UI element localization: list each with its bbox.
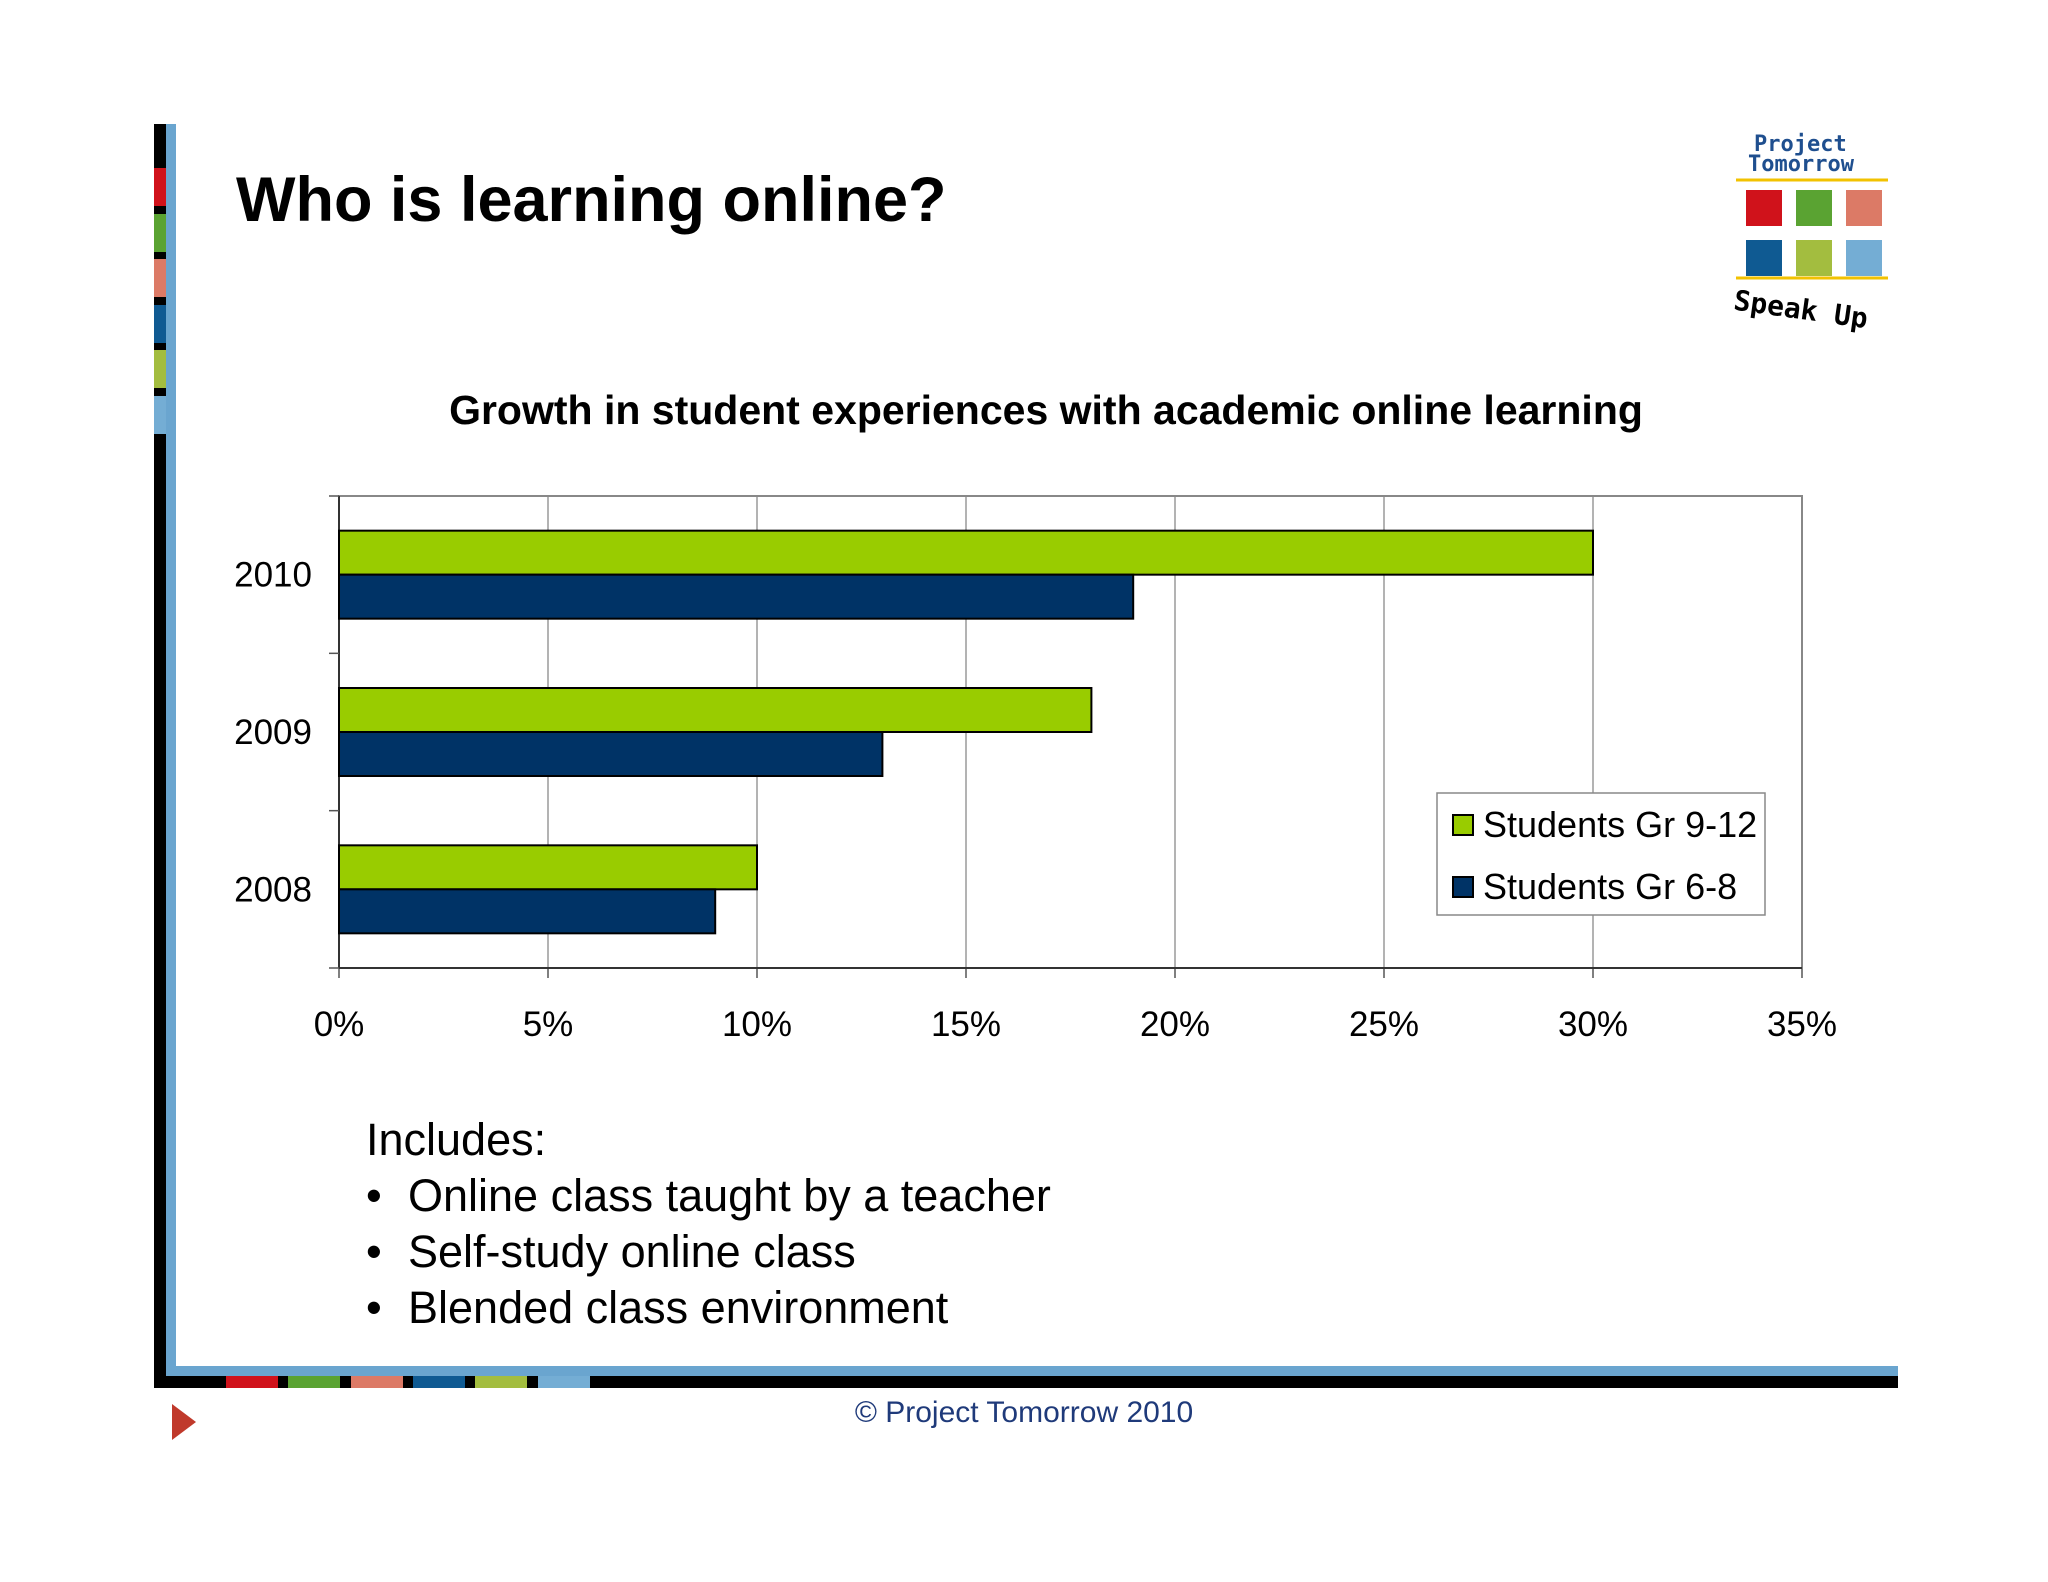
list-item: • Blended class environment (366, 1280, 1051, 1336)
logo-swatch (1746, 190, 1782, 226)
y-tick-label: 2010 (234, 556, 312, 595)
bars (338, 529, 1594, 935)
x-tick-label: 5% (523, 1005, 574, 1044)
bar (338, 529, 1594, 576)
list-item-text: Self-study online class (408, 1226, 856, 1277)
x-tick-label: 20% (1140, 1005, 1210, 1044)
y-tick-label: 2009 (234, 713, 312, 752)
logo-tagline: Speak Up (1732, 290, 1870, 335)
logo-swatch (1846, 240, 1882, 276)
copyright-footer: © Project Tomorrow 2010 (854, 1396, 1194, 1429)
chart-title: Growth in student experiences with acade… (449, 387, 1643, 433)
includes-list: • Online class taught by a teacher • Self-… (366, 1168, 1051, 1336)
legend-label: Students Gr 9-12 (1483, 804, 1757, 845)
list-item: • Self-study online class (366, 1224, 1051, 1280)
logo-swatches (1736, 178, 1888, 280)
x-tick-label: 30% (1558, 1005, 1628, 1044)
logo-swatch (1796, 240, 1832, 276)
bullet-icon: • (366, 1226, 382, 1277)
list-item-text: Blended class environment (408, 1282, 949, 1333)
bar (338, 687, 1093, 733)
slide-title: Who is learning online? (236, 165, 947, 235)
includes-heading: Includes: (366, 1114, 547, 1165)
logo-line2: Tomorrow (1748, 152, 1854, 177)
legend-box (1436, 792, 1766, 916)
bar (338, 844, 758, 891)
project-tomorrow-logo: Project Tomorrow Speak Up (1728, 130, 1894, 350)
includes-section: Includes: • Online class taught by a teac… (366, 1112, 1051, 1336)
y-axis-labels: 2010 2009 2008 (234, 556, 312, 910)
bar (338, 888, 717, 935)
logo-swatch (1796, 190, 1832, 226)
logo-swatch (1746, 240, 1782, 276)
list-item: • Online class taught by a teacher (366, 1168, 1051, 1224)
legend-label: Students Gr 6-8 (1483, 866, 1737, 907)
x-tick-label: 35% (1767, 1005, 1837, 1044)
bar (338, 573, 1135, 620)
play-triangle-icon (172, 1404, 196, 1440)
legend-swatch (1452, 876, 1474, 898)
bullet-icon: • (366, 1282, 382, 1333)
x-tick-label: 25% (1349, 1005, 1419, 1044)
legend-swatch (1452, 814, 1474, 836)
logo-line1: Project (1754, 132, 1847, 157)
logo-swatch (1846, 190, 1882, 226)
bullet-icon: • (366, 1170, 382, 1221)
bar (338, 731, 884, 777)
x-tick-label: 0% (314, 1005, 365, 1044)
x-axis-labels: 0% 5% 10% 15% 20% 25% 30% 35% (314, 1005, 1837, 1044)
x-tick-label: 10% (722, 1005, 792, 1044)
list-item-text: Online class taught by a teacher (408, 1170, 1051, 1221)
y-tick-label: 2008 (234, 870, 312, 909)
legend: Students Gr 9-12 Students Gr 6-8 (1436, 792, 1766, 916)
x-tick-label: 15% (931, 1005, 1001, 1044)
